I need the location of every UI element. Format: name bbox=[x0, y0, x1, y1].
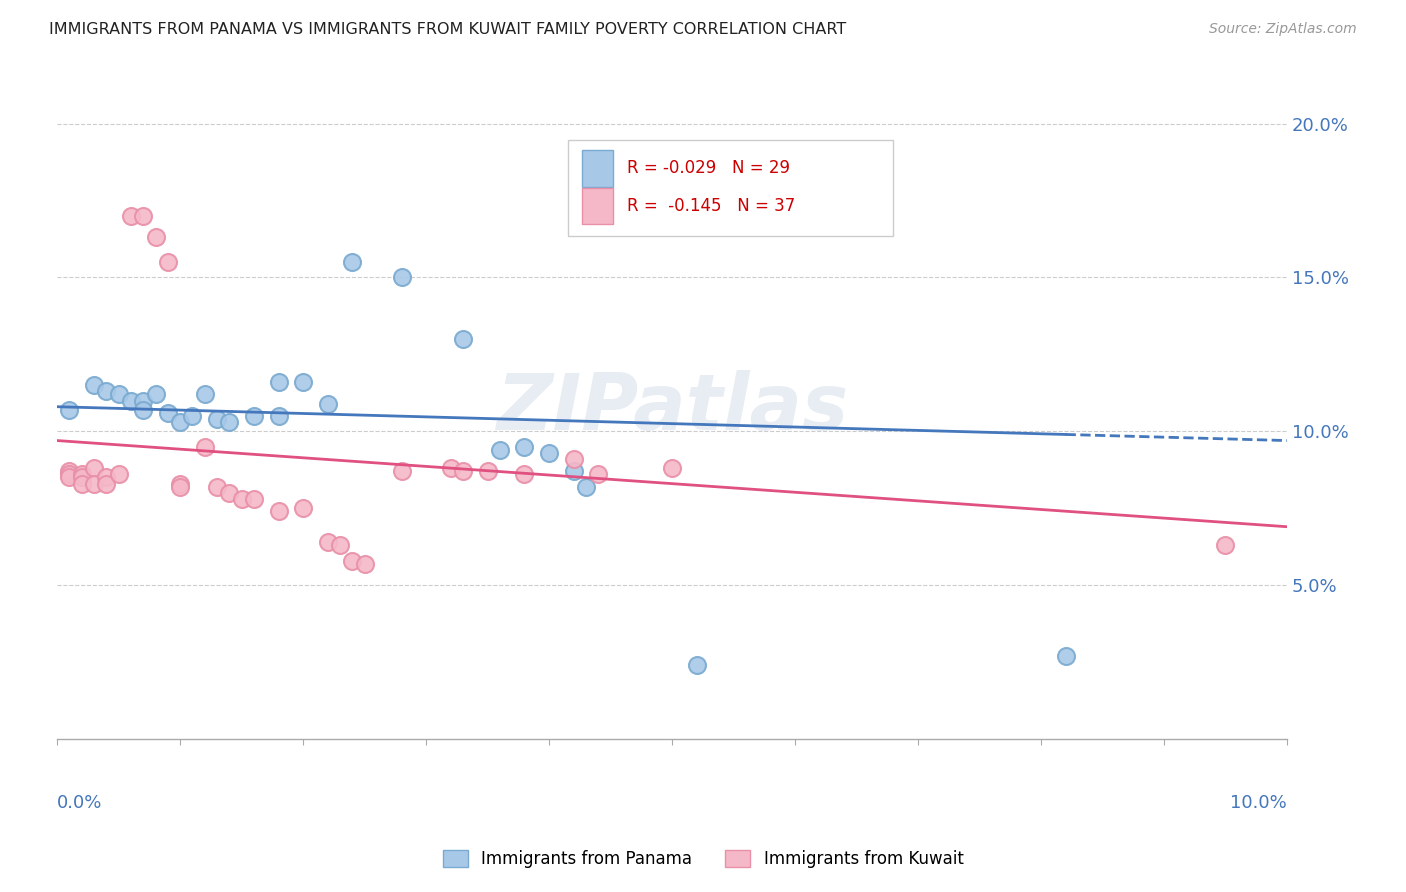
Text: 10.0%: 10.0% bbox=[1230, 795, 1286, 813]
Point bbox=[329, 538, 352, 552]
Point bbox=[70, 470, 93, 484]
Point bbox=[292, 375, 315, 389]
Legend: Immigrants from Panama, Immigrants from Kuwait: Immigrants from Panama, Immigrants from … bbox=[436, 843, 970, 875]
Point bbox=[391, 464, 413, 478]
Point bbox=[145, 387, 167, 401]
Point bbox=[169, 476, 191, 491]
Point bbox=[353, 557, 375, 571]
Point bbox=[107, 467, 129, 482]
Point bbox=[477, 464, 499, 478]
Point bbox=[194, 440, 217, 454]
Point bbox=[1215, 538, 1237, 552]
Point bbox=[661, 461, 683, 475]
Point bbox=[132, 393, 155, 408]
Point bbox=[96, 384, 118, 399]
Point bbox=[169, 480, 191, 494]
Point bbox=[292, 501, 315, 516]
Point bbox=[451, 332, 474, 346]
Point bbox=[231, 491, 253, 506]
Point bbox=[58, 470, 80, 484]
Point bbox=[218, 486, 240, 500]
Point bbox=[169, 415, 191, 429]
Point bbox=[243, 409, 266, 423]
Point bbox=[194, 387, 217, 401]
Text: 0.0%: 0.0% bbox=[58, 795, 103, 813]
Point bbox=[342, 255, 364, 269]
Point bbox=[58, 467, 80, 482]
Text: R = -0.029   N = 29: R = -0.029 N = 29 bbox=[627, 160, 790, 178]
Point bbox=[267, 504, 290, 518]
Point bbox=[513, 440, 536, 454]
Point bbox=[538, 446, 561, 460]
Point bbox=[588, 467, 610, 482]
Point bbox=[218, 415, 240, 429]
Point bbox=[120, 209, 142, 223]
Point bbox=[205, 480, 228, 494]
Point bbox=[451, 464, 474, 478]
Point bbox=[132, 209, 155, 223]
Text: R =  -0.145   N = 37: R = -0.145 N = 37 bbox=[627, 197, 794, 215]
Point bbox=[243, 491, 266, 506]
Point bbox=[267, 375, 290, 389]
Point bbox=[83, 378, 105, 392]
Point bbox=[181, 409, 204, 423]
Point bbox=[562, 452, 585, 467]
Point bbox=[96, 470, 118, 484]
Point bbox=[70, 467, 93, 482]
Point bbox=[575, 480, 598, 494]
Point bbox=[316, 535, 339, 549]
Point bbox=[83, 476, 105, 491]
Point bbox=[107, 387, 129, 401]
Point bbox=[83, 461, 105, 475]
Point bbox=[489, 442, 512, 457]
Point bbox=[58, 402, 80, 417]
Point bbox=[132, 402, 155, 417]
Bar bbox=[582, 150, 613, 186]
Point bbox=[58, 464, 80, 478]
Point bbox=[685, 658, 707, 673]
Point bbox=[562, 464, 585, 478]
Point bbox=[316, 397, 339, 411]
Point bbox=[145, 230, 167, 244]
Point bbox=[156, 255, 179, 269]
Point bbox=[205, 412, 228, 426]
Point bbox=[440, 461, 463, 475]
Point bbox=[96, 476, 118, 491]
Point bbox=[156, 406, 179, 420]
Point bbox=[513, 467, 536, 482]
Point bbox=[267, 409, 290, 423]
Text: Source: ZipAtlas.com: Source: ZipAtlas.com bbox=[1209, 22, 1357, 37]
Bar bbox=[582, 188, 613, 224]
Point bbox=[391, 270, 413, 285]
Point bbox=[1054, 648, 1077, 663]
Text: ZIPatlas: ZIPatlas bbox=[496, 370, 848, 446]
Point bbox=[70, 476, 93, 491]
Point bbox=[120, 393, 142, 408]
Text: IMMIGRANTS FROM PANAMA VS IMMIGRANTS FROM KUWAIT FAMILY POVERTY CORRELATION CHAR: IMMIGRANTS FROM PANAMA VS IMMIGRANTS FRO… bbox=[49, 22, 846, 37]
Point bbox=[342, 553, 364, 567]
FancyBboxPatch shape bbox=[568, 140, 893, 236]
